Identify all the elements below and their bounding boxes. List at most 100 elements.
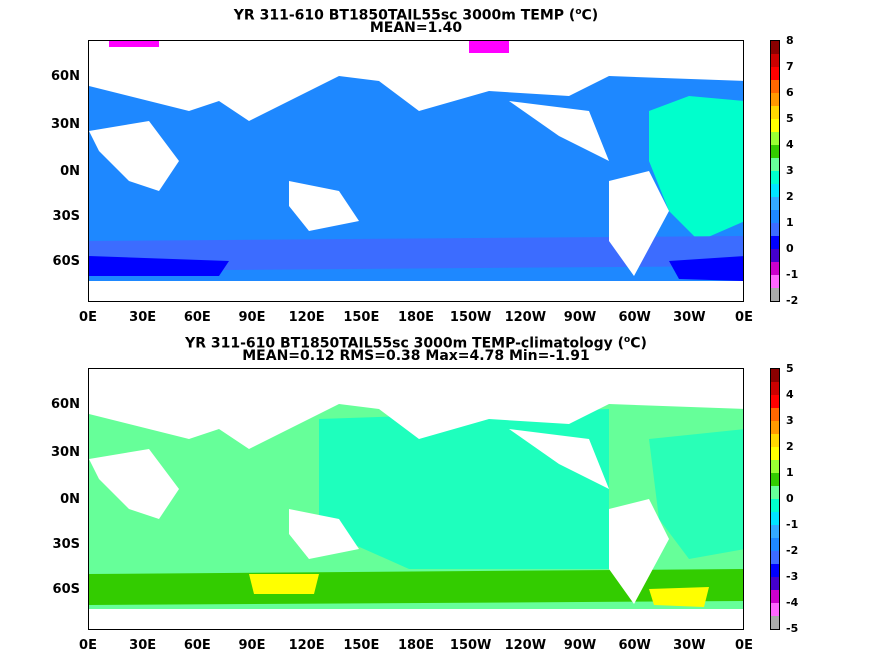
colorbar-label: 2	[786, 190, 794, 203]
x-tick-label: 60W	[618, 638, 651, 653]
colorbar-label: -1	[786, 268, 799, 281]
colorbar-swatch	[771, 210, 779, 223]
colorbar-swatch	[771, 434, 779, 447]
colorbar-swatch	[771, 197, 779, 210]
colorbar-label: 0	[786, 492, 794, 505]
colorbar-label: 1	[786, 216, 794, 229]
colorbar-swatch	[771, 262, 779, 275]
colorbar-swatch	[771, 382, 779, 395]
colorbar-label: 4	[786, 138, 794, 151]
colorbar-swatch	[771, 145, 779, 158]
colorbar-swatch	[771, 616, 779, 629]
colorbar-label: -1	[786, 518, 799, 531]
colorbar-swatch	[771, 525, 779, 538]
y-tick-label: 30S	[52, 537, 80, 552]
colorbar-label: 3	[786, 164, 794, 177]
colorbar-swatch	[771, 538, 779, 551]
colorbar-label: 6	[786, 86, 794, 99]
x-tick-label: 30W	[673, 638, 706, 653]
panel2-north-land	[89, 369, 743, 449]
panel1-southern-band	[89, 236, 743, 271]
panel1-arctic-magenta-2	[469, 41, 509, 53]
x-tick-label: 150E	[343, 310, 380, 325]
colorbar-swatch	[771, 512, 779, 525]
y-tick-label: 0N	[60, 164, 80, 179]
x-tick-label: 60W	[618, 310, 651, 325]
y-tick-label: 30N	[51, 117, 80, 132]
colorbar-swatch	[771, 41, 779, 54]
colorbar-swatch	[771, 577, 779, 590]
y-tick-label: 60N	[51, 397, 80, 412]
panel1-title: YR 311-610 BT1850TAIL55sc 3000m TEMP (oC…	[88, 4, 744, 25]
x-tick-label: 90E	[238, 310, 266, 325]
panel1-arctic-magenta-1	[109, 41, 159, 47]
panel1-title-unit: o	[575, 7, 582, 17]
colorbar-swatch	[771, 408, 779, 421]
x-tick-label: 120W	[504, 310, 547, 325]
panel1-map	[88, 40, 744, 302]
colorbar-swatch	[771, 106, 779, 119]
panel2-colorbar	[770, 368, 780, 630]
x-tick-label: 180E	[397, 638, 435, 653]
panel1-colorbar	[770, 40, 780, 302]
panel1-antarctica	[89, 281, 743, 301]
x-tick-label: 0E	[79, 638, 97, 653]
colorbar-swatch	[771, 421, 779, 434]
colorbar-label: 5	[786, 362, 794, 375]
x-tick-label: 30E	[129, 638, 157, 653]
y-tick-label: 60S	[52, 582, 80, 597]
panel2-atlantic-field	[649, 429, 743, 559]
colorbar-label: 8	[786, 34, 794, 47]
panel2-north-america	[509, 429, 609, 489]
panel1-ross-cold	[669, 256, 743, 281]
colorbar-swatch	[771, 447, 779, 460]
colorbar-swatch	[771, 80, 779, 93]
panel1-map-svg	[89, 41, 743, 301]
colorbar-label: 2	[786, 440, 794, 453]
colorbar-label: -5	[786, 622, 799, 635]
colorbar-swatch	[771, 590, 779, 603]
colorbar-swatch	[771, 473, 779, 486]
colorbar-swatch	[771, 603, 779, 616]
colorbar-swatch	[771, 499, 779, 512]
colorbar-label: -2	[786, 294, 799, 307]
panel1-stats: MEAN=1.40	[369, 20, 463, 36]
y-tick-label: 30S	[52, 209, 80, 224]
y-tick-label: 60S	[52, 254, 80, 269]
panel1-north-america	[509, 101, 609, 161]
y-tick-label: 60N	[51, 69, 80, 84]
colorbar-swatch	[771, 67, 779, 80]
panel1-weddell-cold	[89, 256, 229, 276]
panel2-africa	[89, 449, 179, 519]
panel1-australia	[289, 181, 359, 231]
panel1-africa	[89, 121, 179, 191]
colorbar-swatch	[771, 236, 779, 249]
colorbar-swatch	[771, 132, 779, 145]
panel2-australia	[289, 509, 359, 559]
colorbar-label: 5	[786, 112, 794, 125]
colorbar-swatch	[771, 551, 779, 564]
x-tick-label: 180E	[397, 310, 435, 325]
panel1-south-america	[609, 171, 669, 276]
x-tick-label: 0E	[735, 638, 753, 653]
x-tick-label: 150W	[449, 638, 492, 653]
colorbar-swatch	[771, 288, 779, 301]
panel2-southern-hot-1	[249, 574, 319, 594]
panel2-stats: MEAN=0.12 RMS=0.38 Max=4.78 Min=-1.91	[242, 348, 590, 364]
panel2-title-unit: o	[624, 335, 631, 345]
panel1-title-text: YR 311-610 BT1850TAIL55sc 3000m TEMP (	[233, 7, 576, 24]
x-tick-label: 120W	[504, 638, 547, 653]
colorbar-swatch	[771, 249, 779, 262]
colorbar-swatch	[771, 460, 779, 473]
colorbar-label: -2	[786, 544, 799, 557]
colorbar-label: 1	[786, 466, 794, 479]
panel2-title-text: YR 311-610 BT1850TAIL55sc 3000m TEMP-cli…	[185, 335, 625, 352]
colorbar-swatch	[771, 93, 779, 106]
x-tick-label: 90E	[238, 638, 266, 653]
y-tick-label: 0N	[60, 492, 80, 507]
colorbar-swatch	[771, 369, 779, 382]
colorbar-label: 3	[786, 414, 794, 427]
colorbar-swatch	[771, 395, 779, 408]
x-tick-label: 120E	[288, 310, 325, 325]
colorbar-swatch	[771, 119, 779, 132]
